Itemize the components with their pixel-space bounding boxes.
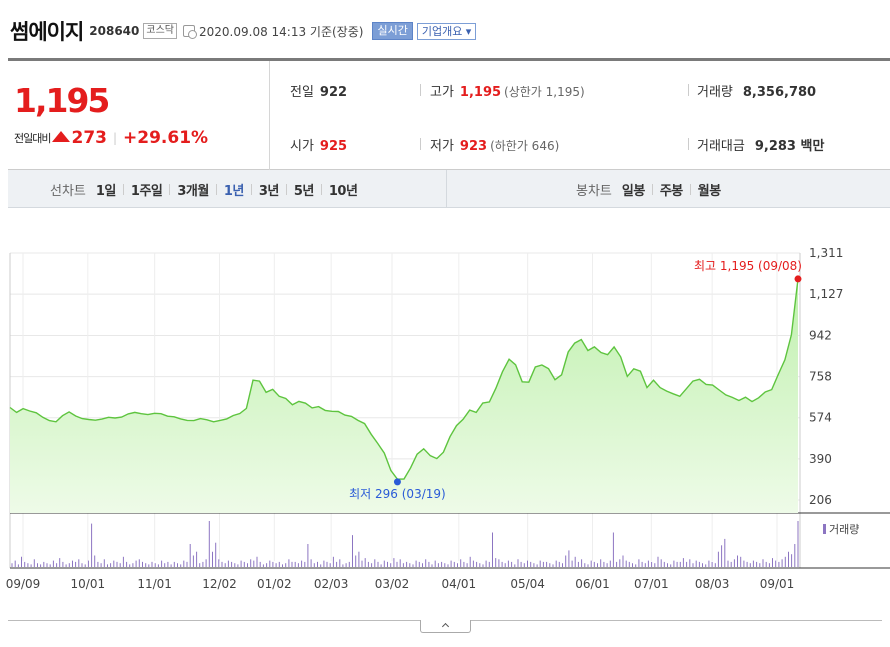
divider [688, 138, 689, 150]
x-tick-label: 05/04 [510, 577, 545, 591]
current-price: 1,195 [14, 81, 110, 120]
realtime-button[interactable]: 실시간 [372, 22, 413, 40]
market-badge: 코스닥 [143, 23, 177, 39]
quote-summary: 1,195 전일대비 273 | +29.61% 전일 922 시가 925 고가 1… [8, 58, 890, 170]
stat-high: 고가 1,195 (상한가 1,195) [430, 81, 585, 100]
y-tick-label: 574 [809, 411, 832, 425]
x-tick-label: 07/01 [634, 577, 669, 591]
x-tick-label: 03/02 [375, 577, 410, 591]
price-area [10, 278, 798, 513]
price-line [9, 278, 799, 480]
period-tabs: 선차트 1일 1주일 3개월 1년 3년 5년 10년 봉차트 일봉 주봉 월봉 [8, 170, 890, 208]
stat-label: 시가 [290, 139, 314, 154]
stat-value: 8,356,780 [742, 85, 817, 100]
line-chart-periods: 선차트 1일 1주일 3개월 1년 3년 5년 10년 [50, 170, 358, 208]
y-tick-label: 758 [809, 370, 832, 384]
divider [420, 84, 421, 96]
change-value: 273 [71, 128, 107, 148]
timestamp: 2020.09.08 14:13 기준(장중) [199, 24, 364, 39]
volume-legend-swatch [823, 524, 826, 534]
volume-legend-label: 거래량 [829, 523, 859, 536]
stat-prev-close: 전일 922 [290, 81, 347, 100]
tab-1d[interactable]: 1일 [95, 183, 117, 199]
x-tick-label: 10/01 [71, 577, 106, 591]
tab-10y[interactable]: 10년 [328, 183, 358, 199]
tab-1y[interactable]: 1년 [223, 183, 245, 199]
stat-amount: 거래대금 9,283 백만 [697, 135, 824, 154]
tab-3y[interactable]: 3년 [258, 183, 280, 199]
stat-value: 922 [319, 85, 348, 100]
tab-weekly[interactable]: 주봉 [659, 183, 683, 199]
stat-label: 거래량 [697, 85, 733, 100]
y-tick-label: 942 [809, 328, 832, 342]
stat-value: 1,195 [459, 85, 502, 100]
stock-code: 208640 [89, 24, 140, 38]
y-tick-label: 1,311 [809, 246, 843, 260]
stat-value: 923 [459, 139, 488, 154]
x-tick-label: 02/03 [314, 577, 349, 591]
stat-label: 저가 [430, 139, 454, 154]
stat-low: 저가 923 (하한가 646) [430, 135, 559, 154]
change-rate: +29.61% [123, 128, 209, 148]
x-tick-label: 09/01 [760, 577, 795, 591]
tab-5y[interactable]: 5년 [293, 183, 315, 199]
y-tick-label: 390 [809, 452, 832, 466]
company-overview-button[interactable]: 기업개요 ▾ [416, 22, 477, 40]
high-marker [794, 275, 802, 283]
high-label: 최고 1,195 (09/08) [694, 259, 802, 273]
stock-name: 썸에이지 [10, 20, 84, 44]
stat-value: 925 [319, 139, 348, 154]
y-tick-label: 206 [809, 493, 832, 507]
candle-chart-periods: 봉차트 일봉 주봉 월봉 [576, 170, 721, 208]
candle-chart-label: 봉차트 [576, 183, 612, 199]
stat-value: 9,283 백만 [754, 139, 825, 154]
x-tick-label: 01/02 [257, 577, 292, 591]
triangle-up-icon [52, 130, 71, 142]
x-tick-label: 12/02 [202, 577, 237, 591]
tab-1w[interactable]: 1주일 [130, 183, 163, 199]
clock-icon [183, 25, 197, 39]
x-tick-label: 04/01 [442, 577, 477, 591]
low-marker [393, 478, 401, 486]
divider [420, 138, 421, 150]
tab-daily[interactable]: 일봉 [621, 183, 645, 199]
y-tick-label: 1,127 [809, 287, 843, 301]
collapse-button[interactable] [420, 620, 471, 633]
stat-label: 고가 [430, 85, 454, 100]
change-label: 전일대비 [14, 132, 51, 145]
low-label: 최저 296 (03/19) [349, 487, 446, 501]
upper-limit: (상한가 1,195) [504, 85, 585, 99]
stat-volume: 거래량 8,356,780 [697, 81, 816, 100]
change-row: 전일대비 273 | +29.61% [14, 128, 208, 148]
divider: | [112, 131, 118, 145]
x-tick-label: 09/09 [6, 577, 41, 591]
divider [688, 84, 689, 96]
line-chart-label: 선차트 [50, 183, 86, 199]
caret-up-icon [441, 622, 450, 631]
stat-open: 시가 925 [290, 135, 347, 154]
tab-monthly[interactable]: 월봉 [697, 183, 721, 199]
divider [446, 170, 447, 208]
price-panel: 1,195 전일대비 273 | +29.61% [8, 61, 270, 170]
stat-label: 거래대금 [697, 139, 745, 154]
x-tick-label: 06/01 [575, 577, 610, 591]
stat-label: 전일 [290, 85, 314, 100]
tab-3m[interactable]: 3개월 [177, 183, 209, 199]
x-tick-label: 11/01 [137, 577, 172, 591]
stock-header: 썸에이지 208640 코스닥 2020.09.08 14:13 기준(장중) … [10, 18, 477, 44]
price-chart: 1,311 1,127 942 758 574 390 206 09/09 10/01 11/01… [6, 246, 890, 591]
x-tick-label: 08/03 [695, 577, 730, 591]
lower-limit: (하한가 646) [490, 139, 560, 153]
